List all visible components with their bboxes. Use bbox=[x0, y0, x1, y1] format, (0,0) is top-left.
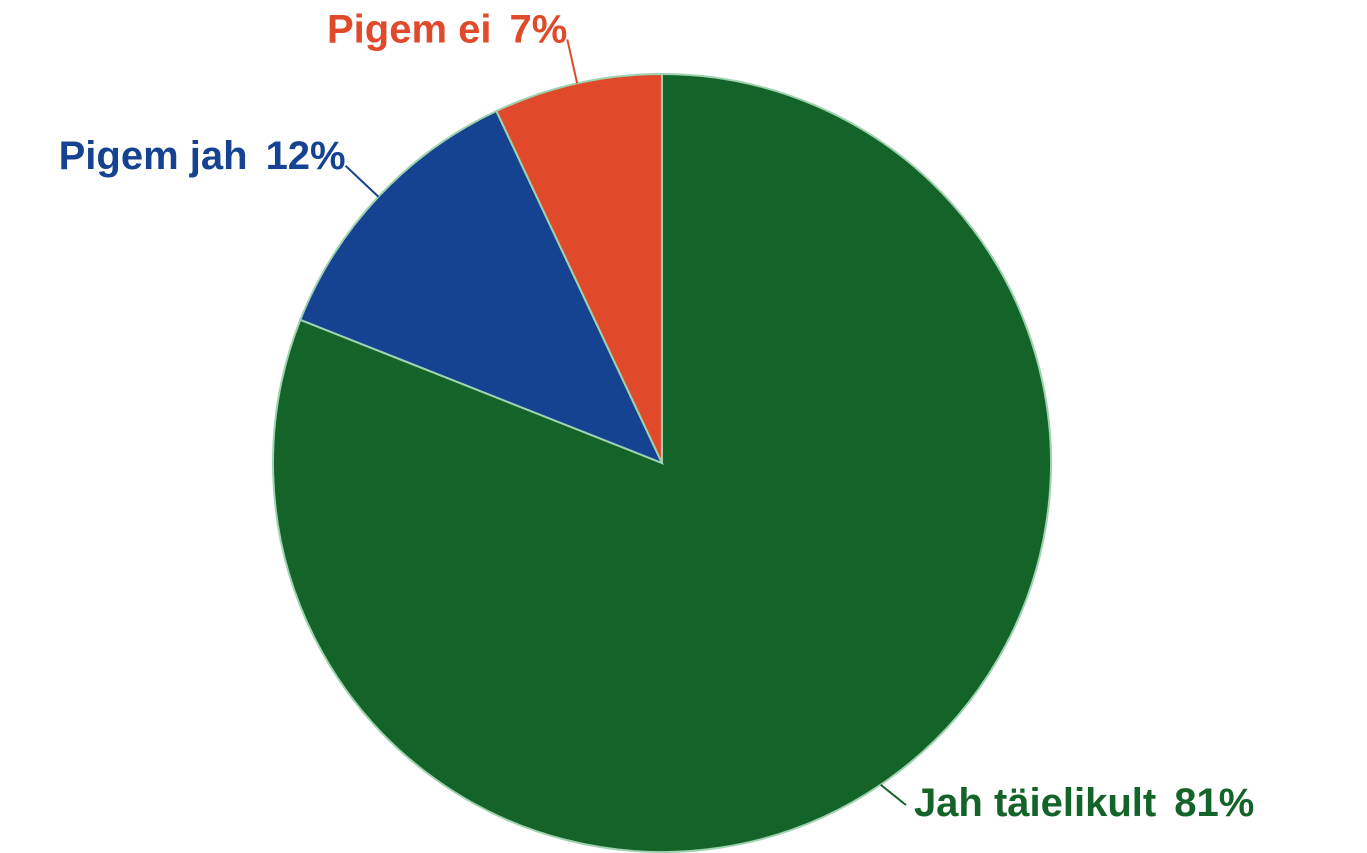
slice-label: Pigem ei 7% bbox=[327, 7, 567, 51]
pie-slice bbox=[272, 72, 1052, 853]
slice-category: Pigem jah bbox=[59, 133, 248, 177]
slice-label: Pigem jah 12% bbox=[59, 133, 346, 177]
pie-slice bbox=[495, 72, 663, 464]
slice-value: 7% bbox=[510, 7, 568, 51]
leader-line bbox=[344, 165, 380, 198]
slice-category: Pigem ei bbox=[327, 7, 492, 51]
slice-category: Jah täielikult bbox=[914, 781, 1156, 825]
slice-value: 12% bbox=[266, 133, 346, 177]
slice-value: 81% bbox=[1174, 781, 1254, 825]
leader-line bbox=[566, 39, 579, 84]
slice-label: Jah täielikult 81% bbox=[914, 781, 1254, 825]
leader-line bbox=[880, 783, 907, 806]
